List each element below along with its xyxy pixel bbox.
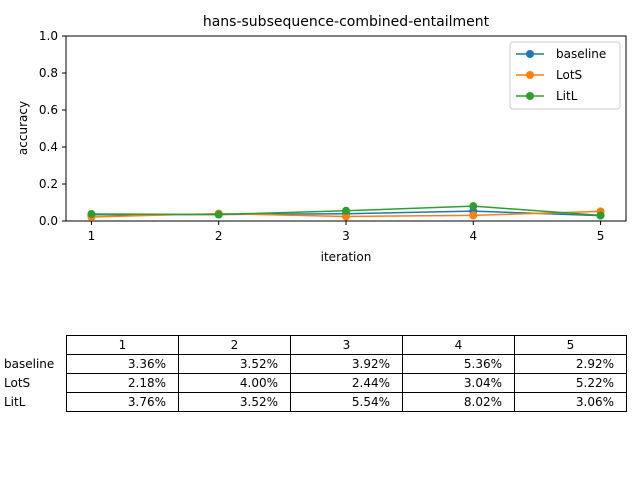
table-column-header: 5: [514, 335, 627, 355]
data-point-lots: [342, 212, 350, 221]
table-column-header: 1: [66, 335, 179, 355]
table-row: LitL 3.76% 3.52% 5.54% 8.02% 3.06%: [0, 392, 627, 412]
x-tick-label: 5: [597, 229, 605, 243]
data-point-litl: [596, 211, 605, 220]
data-point-litl: [469, 202, 478, 211]
table-cell: 3.76%: [66, 392, 179, 412]
x-tick-label: 4: [469, 229, 477, 243]
table-row: LotS 2.18% 4.00% 2.44% 3.04% 5.22%: [0, 373, 627, 393]
y-tick-label: 0.8: [39, 66, 58, 80]
table-column-header: 2: [178, 335, 291, 355]
legend-label: LotS: [556, 68, 582, 82]
table-column-header: 3: [290, 335, 403, 355]
y-axis-label: accuracy: [16, 101, 30, 155]
table-row-label: baseline: [4, 357, 55, 371]
y-tick-label: 1.0: [39, 29, 58, 43]
y-tick-label: 0.6: [39, 103, 58, 117]
table-cell: 4.00%: [178, 373, 291, 393]
data-point-lots: [469, 211, 478, 220]
table-row-label: LotS: [4, 376, 31, 390]
legend-marker: [526, 71, 534, 79]
table-row: baseline 3.36% 3.52% 3.92% 5.36% 2.92%: [0, 354, 627, 374]
table-cell: 5.36%: [402, 354, 515, 374]
table-corner: [0, 336, 67, 355]
y-tick-label: 0.0: [39, 214, 58, 228]
data-point-litl: [87, 210, 96, 219]
y-tick-label: 0.2: [39, 177, 58, 191]
table-cell: 3.04%: [402, 373, 515, 393]
data-point-litl: [342, 206, 350, 215]
table-cell: 2.92%: [514, 354, 627, 374]
x-tick-label: 1: [88, 229, 96, 243]
x-axis-label: iteration: [321, 250, 372, 264]
table-cell: 3.06%: [514, 392, 627, 412]
table-cell: 8.02%: [402, 392, 515, 412]
legend-marker: [526, 50, 534, 58]
data-table: 1 2 3 4 5 baseline 3.36% 3.52% 3.92% 5.36% 2.92% Lo…: [0, 335, 627, 412]
table-cell: 3.36%: [66, 354, 179, 374]
table-cell: 2.18%: [66, 373, 179, 393]
legend-marker: [526, 92, 534, 100]
data-point-litl: [214, 210, 223, 219]
table-row-label: LitL: [4, 395, 26, 409]
legend-label: baseline: [556, 47, 606, 61]
table-cell: 5.54%: [290, 392, 403, 412]
x-tick-label: 3: [342, 229, 350, 243]
legend-box: [509, 41, 621, 110]
y-tick-label: 0.4: [39, 140, 58, 154]
table-cell: 3.52%: [178, 354, 291, 374]
legend-label: LitL: [556, 89, 578, 103]
chart-title: hans-subsequence-combined-entailment: [203, 14, 490, 30]
table-cell: 3.92%: [290, 354, 403, 374]
table-cell: 3.52%: [178, 392, 291, 412]
table-cell: 2.44%: [290, 373, 403, 393]
x-tick-label: 2: [215, 229, 223, 243]
line-chart: hans-subsequence-combined-entailment 1 2 3…: [16, 14, 627, 264]
table-column-header: 4: [402, 335, 515, 355]
table-cell: 5.22%: [514, 373, 627, 393]
